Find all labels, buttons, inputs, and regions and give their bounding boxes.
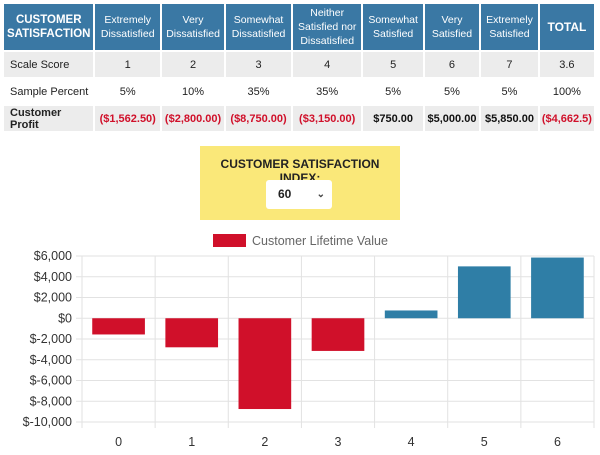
bar-4[interactable] — [384, 310, 438, 319]
table-cell-total: ($4,662.5) — [539, 106, 594, 131]
x-tick-label: 1 — [188, 435, 195, 449]
table-cell: $5,850.00 — [481, 106, 538, 131]
table-cell: 1 — [95, 52, 160, 77]
table-cell: 35% — [316, 85, 339, 98]
x-tick-label: 0 — [115, 435, 122, 449]
table-cell: 3 — [226, 52, 291, 77]
table-cell: 4 — [292, 52, 362, 77]
y-axis: $6,000 $4,000 $2,000 $0 $-2,000 $-4,000 $-6,00… — [23, 249, 72, 429]
bar-1[interactable] — [165, 318, 219, 348]
y-tick-label: $-2,000 — [30, 332, 72, 346]
row-label: Customer Profit — [4, 106, 94, 131]
table-cell: 5% — [444, 85, 460, 98]
bar-2[interactable] — [238, 318, 292, 410]
y-tick-label: $-6,000 — [30, 374, 72, 388]
table-cell: 5% — [501, 85, 518, 98]
x-tick-label: 5 — [481, 435, 488, 449]
bar-5[interactable] — [457, 266, 511, 319]
chevron-down-icon: ⌄ — [316, 189, 325, 200]
table-cell: 10% — [182, 85, 205, 98]
table-row-customer-profit: Customer Profit ($1,562.50) ($2,800.00) … — [4, 106, 594, 131]
x-tick-label: 2 — [261, 435, 268, 449]
satisfaction-index-panel: CUSTOMER SATISFACTION INDEX: 60 ⌄ — [200, 146, 400, 220]
header-col-1: Extremely Dissatisfied — [95, 4, 160, 50]
header-customer-satisfaction: CUSTOMER SATISFACTION — [4, 4, 94, 50]
row-label: Sample Percent — [10, 85, 89, 98]
chart-bars — [92, 257, 584, 410]
table-cell-total: 100% — [552, 85, 581, 98]
table-cell: $750.00 — [363, 106, 423, 131]
table-header-row: CUSTOMER SATISFACTION Extremely Dissatis… — [4, 4, 594, 50]
table-cell: ($1,562.50) — [95, 106, 160, 131]
header-col-5: Somewhat Satisfied — [363, 4, 423, 50]
satisfaction-index-select[interactable]: 60 ⌄ — [266, 180, 332, 209]
table-cell: $5,000.00 — [424, 106, 480, 131]
y-tick-label: $-10,000 — [23, 415, 72, 429]
bar-0[interactable] — [92, 318, 145, 335]
y-tick-label: $4,000 — [34, 270, 72, 284]
header-total: TOTAL — [539, 4, 594, 50]
header-col-2: Very Dissatisfied — [161, 4, 225, 50]
satisfaction-index-value: 60 — [278, 187, 292, 201]
y-tick-label: $-8,000 — [30, 394, 72, 408]
table-cell: ($3,150.00) — [292, 106, 362, 131]
table-cell: 6 — [424, 52, 480, 77]
header-col-6: Very Satisfied — [424, 4, 480, 50]
chart-legend[interactable]: Customer Lifetime Value — [213, 234, 388, 248]
header-col-7: Extremely Satisfied — [481, 4, 538, 50]
table-cell: 5 — [363, 52, 423, 77]
y-tick-label: $0 — [58, 311, 72, 325]
x-tick-label: 4 — [408, 435, 415, 449]
table-cell: 7 — [481, 52, 538, 77]
legend-label: Customer Lifetime Value — [252, 234, 388, 248]
table-cell: 2 — [161, 52, 225, 77]
x-tick-label: 3 — [335, 435, 342, 449]
row-label: Scale Score — [4, 52, 94, 77]
header-col-3: Somewhat Dissatisfied — [226, 4, 291, 50]
y-tick-label: $6,000 — [34, 249, 72, 263]
header-col-4: Neither Satisfied nor Dissatisfied — [292, 4, 362, 50]
bar-3[interactable] — [311, 318, 365, 351]
table-cell: ($2,800.00) — [161, 106, 225, 131]
table-row-scale-score: Scale Score 1 2 3 4 5 6 7 3.6 — [4, 52, 594, 77]
table-cell: 35% — [247, 85, 270, 98]
x-tick-label: 6 — [554, 435, 561, 449]
table-row-sample-percent: Sample Percent 5% 10% 35% 35% 5% 5% 5% 1… — [4, 79, 594, 104]
y-tick-label: $2,000 — [34, 291, 72, 305]
table-cell: 5% — [385, 85, 402, 98]
table-cell-total: 3.6 — [539, 52, 594, 77]
customer-lifetime-value-chart: Customer Lifetime Value $6,000 $4,000 $2,0… — [23, 234, 595, 449]
bar-6[interactable] — [531, 257, 584, 319]
table-cell: ($8,750.00) — [226, 106, 291, 131]
table-cell: 5% — [119, 85, 136, 98]
satisfaction-table: CUSTOMER SATISFACTION Extremely Dissatis… — [2, 2, 596, 133]
legend-swatch — [213, 234, 246, 247]
y-tick-label: $-4,000 — [30, 353, 72, 367]
x-axis: 0 1 2 3 4 5 6 — [115, 435, 561, 449]
